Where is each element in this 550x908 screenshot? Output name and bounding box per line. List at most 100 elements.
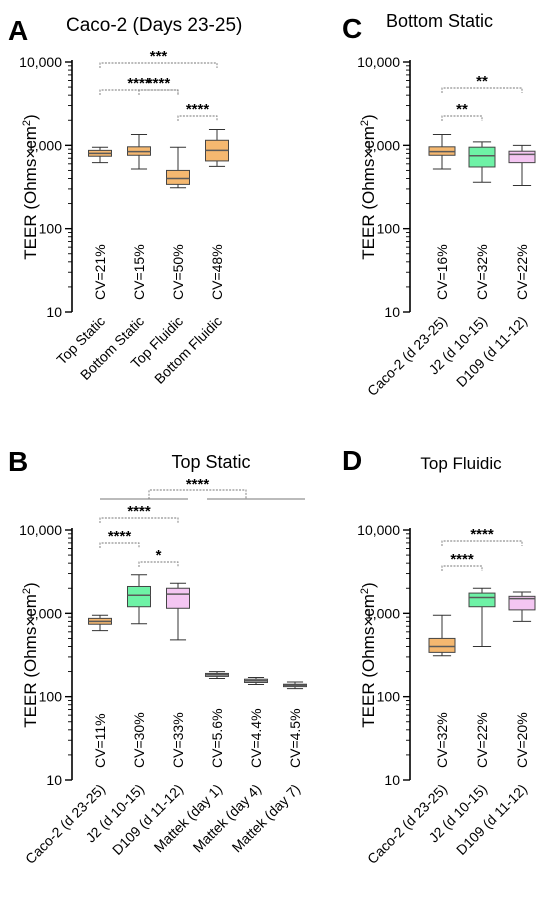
significance-stars: ****: [108, 528, 132, 545]
bracket-line: [441, 115, 483, 121]
cv-annotation: CV=11%: [92, 713, 108, 768]
significance-stars: *: [156, 547, 162, 564]
cv-annotation: CV=15%: [131, 244, 147, 300]
category-label: Bottom Fluidic: [151, 313, 225, 387]
y-tick-label: 10,000: [19, 522, 62, 538]
box-body: [127, 585, 151, 608]
box-2: CV=22% D109 (d 11-12): [453, 144, 536, 390]
superscript-2: 2: [21, 120, 33, 126]
bracket-line: [177, 115, 218, 121]
y-tick-label: 1,000: [365, 605, 400, 621]
box-2: CV=20% D109 (d 11-12): [453, 591, 536, 858]
y-tick-label: 10,000: [357, 522, 400, 538]
bracket-line: [99, 517, 179, 523]
significance-stars: ****: [186, 101, 210, 118]
significance-bracket: **: [441, 73, 523, 93]
superscript-2: 2: [359, 120, 371, 126]
significance-bracket: ***: [99, 48, 218, 68]
panel-letter: C: [342, 13, 362, 44]
y-tick-label: 100: [377, 689, 401, 705]
cv-annotation: CV=33%: [170, 712, 186, 768]
significance-bracket: **: [441, 101, 483, 121]
cv-annotation: CV=5.6%: [209, 708, 225, 768]
label-tail: ): [21, 582, 40, 588]
y-tick-label: 1,000: [27, 137, 62, 153]
y-tick-label: 10,000: [357, 54, 400, 70]
category-label: D109 (d 11-12): [453, 781, 530, 858]
cv-annotation: CV=20%: [514, 712, 530, 768]
y-tick-label: 100: [377, 221, 401, 237]
y-axis-label: TEER (Ohms×cm2): [359, 114, 378, 259]
label-tail: ): [359, 114, 378, 120]
y-tick-label: 100: [39, 689, 63, 705]
label-tail: ): [359, 582, 378, 588]
significance-stars: ****: [470, 526, 494, 543]
y-tick-label: 1,000: [27, 605, 62, 621]
significance-bracket: *: [138, 547, 179, 567]
significance-stars: ****: [147, 75, 171, 92]
chart-title: Bottom Static: [386, 11, 493, 31]
cv-annotation: CV=22%: [514, 244, 530, 300]
significance-bracket: ****: [99, 503, 179, 523]
box-body: [428, 637, 456, 653]
cv-annotation: CV=4.5%: [287, 708, 303, 768]
y-tick-label: 10: [46, 772, 62, 788]
chart-title: Top Static: [171, 452, 250, 472]
cv-annotation: CV=30%: [131, 712, 147, 768]
y-tick-label: 10,000: [19, 54, 62, 70]
significance-bracket: ****: [99, 528, 140, 548]
significance-bracket: ****: [441, 526, 523, 546]
box-body: [166, 169, 190, 185]
category-label: Mattek (day 7): [229, 781, 304, 856]
cv-annotation: CV=4.4%: [248, 708, 264, 768]
significance-stars: ****: [127, 503, 151, 520]
y-axis-label: TEER (Ohms×cm2): [21, 114, 40, 259]
bracket-line: [138, 89, 179, 95]
significance-stars: ****: [186, 476, 210, 493]
significance-stars: ****: [127, 75, 151, 92]
significance-stars: **: [456, 101, 468, 118]
group-significance: ****: [100, 476, 305, 500]
y-axis-label: TEER (Ohms×cm2): [21, 582, 40, 727]
panel-b: B Top Static 10 100 1,000 10,000 TEER (Ohms×cm…: [8, 446, 307, 867]
box-0: CV=21%Top Static: [53, 146, 112, 368]
y-tick-label: 1,000: [365, 137, 400, 153]
chart-title: Caco-2 (Days 23-25): [66, 15, 242, 36]
bracket-line: [441, 565, 483, 571]
panel-letter: A: [8, 15, 28, 46]
panel-a: A Caco-2 (Days 23-25) 10 100 1,000 10,000 TEER…: [8, 15, 242, 387]
superscript-2: 2: [21, 588, 33, 594]
cv-annotation: CV=32%: [434, 712, 450, 768]
significance-stars: ****: [450, 551, 474, 568]
y-tick-label: 10: [384, 772, 400, 788]
cv-annotation: CV=50%: [170, 244, 186, 300]
y-tick-label: 10: [46, 304, 62, 320]
group-bracket: [148, 489, 247, 499]
panel-d: D Top Fluidic 10 100 1,000 10,000 TEER (Ohms×c…: [342, 445, 536, 867]
category-label: Mattek (day 4): [190, 781, 265, 856]
chart-title: Top Fluidic: [420, 454, 502, 473]
category-label: D109 (d 11-12): [453, 313, 530, 390]
y-axis-label: TEER (Ohms×cm2): [359, 582, 378, 727]
panel-letter: B: [8, 446, 28, 477]
significance-stars: **: [476, 73, 488, 90]
bracket-line: [99, 542, 140, 548]
box-body: [468, 592, 496, 608]
y-tick-label: 100: [39, 221, 63, 237]
cv-annotation: CV=32%: [474, 244, 490, 300]
box-body: [508, 150, 536, 164]
label-tail: ): [21, 114, 40, 120]
significance-bracket: ****: [138, 75, 179, 95]
bracket-line: [441, 540, 523, 546]
significance-bracket: ****: [441, 551, 483, 571]
box-3: CV=48% Bottom Fluidic: [151, 128, 229, 387]
y-tick-label: 10: [384, 304, 400, 320]
superscript-2: 2: [359, 588, 371, 594]
cv-annotation: CV=48%: [209, 244, 225, 300]
panel-c: C Bottom Static 10 100 1,000 10,000 TEER (Ohms…: [342, 11, 536, 399]
cv-annotation: CV=16%: [434, 244, 450, 300]
box-body: [508, 595, 536, 611]
category-label: Mattek (day 1): [151, 781, 226, 856]
box-5: CV=4.5% Mattek (day 7): [229, 681, 307, 856]
